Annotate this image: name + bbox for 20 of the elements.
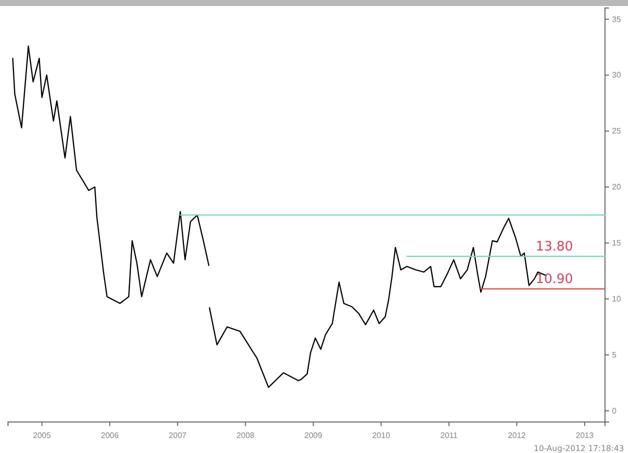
x-tick-label: 2013 bbox=[576, 430, 594, 440]
y-tick-label: 15 bbox=[612, 238, 622, 248]
y-tick-label: 5 bbox=[612, 350, 617, 360]
text: 10-Aug-2012 17:18:43 bbox=[534, 444, 624, 453]
y-tick-label: 10 bbox=[612, 294, 622, 304]
x-tick-label: 2010 bbox=[372, 430, 391, 440]
annotation: 13.80 bbox=[536, 239, 574, 254]
y-tick-label: 0 bbox=[612, 406, 617, 416]
x-tick-label: 2005 bbox=[33, 430, 52, 440]
annotation: 10.90 bbox=[536, 272, 574, 287]
x-tick-label: 2008 bbox=[236, 430, 255, 440]
x-tick-label: 2011 bbox=[440, 430, 458, 440]
y-tick-label: 25 bbox=[612, 126, 622, 136]
x-tick-label: 2007 bbox=[168, 430, 188, 440]
y-tick-label: 35 bbox=[612, 14, 622, 24]
y-tick-label: 20 bbox=[612, 182, 622, 192]
x-tick-label: 2009 bbox=[304, 430, 323, 440]
y-tick-label: 30 bbox=[612, 70, 622, 80]
x-tick-label: 2012 bbox=[508, 430, 526, 440]
x-tick-label: 2006 bbox=[100, 430, 120, 440]
